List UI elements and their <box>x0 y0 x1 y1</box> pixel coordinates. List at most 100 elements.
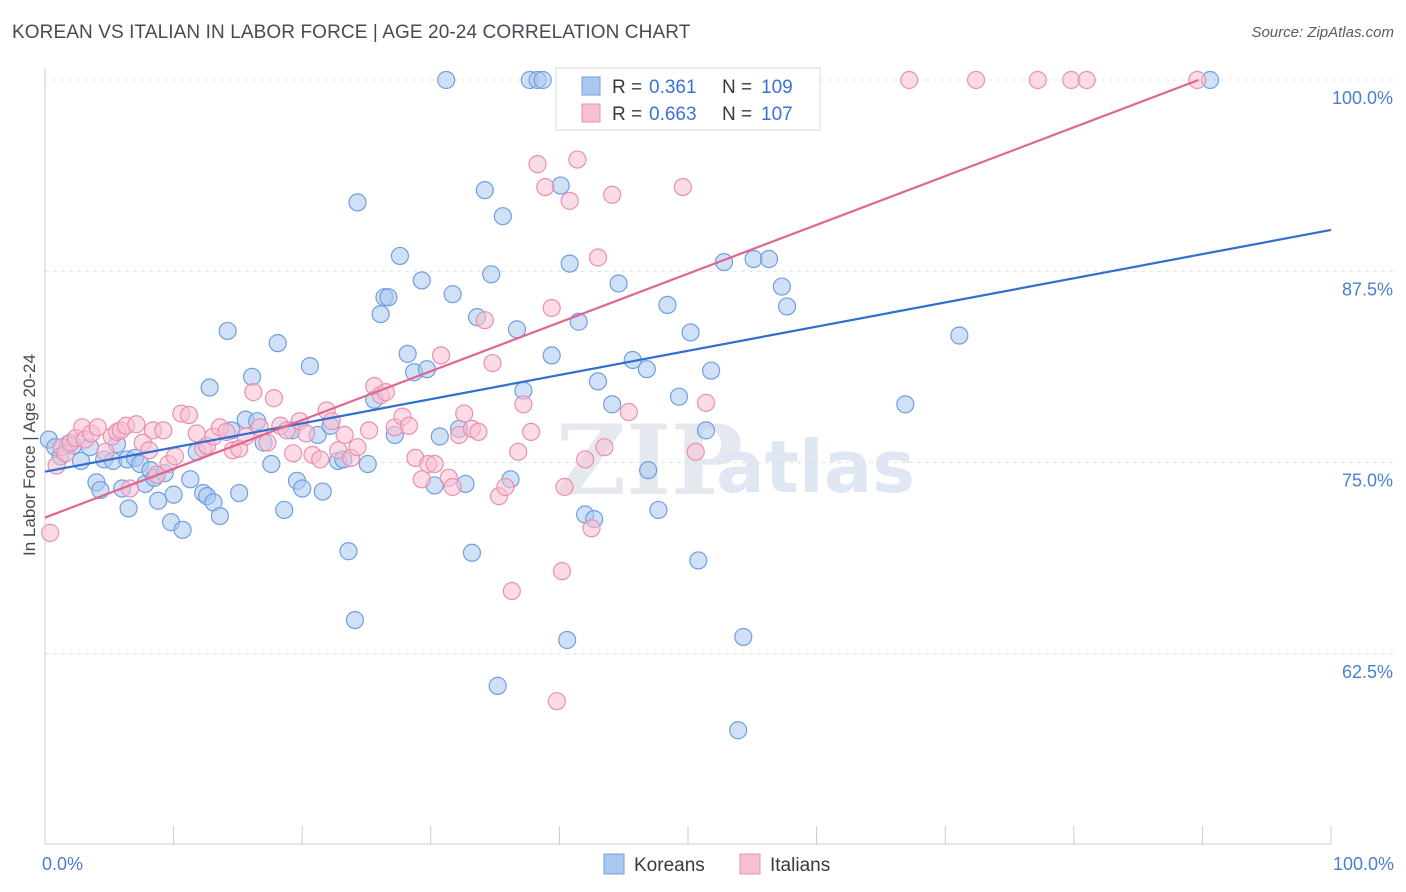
y-tick-label-0: 62.5% <box>1342 662 1393 682</box>
italian-point-51 <box>348 438 367 457</box>
italian-point-69 <box>469 422 488 441</box>
korean-point-51 <box>339 542 358 561</box>
axes <box>44 68 1332 845</box>
korean-point-108 <box>772 277 791 296</box>
italian-point-45 <box>311 450 330 469</box>
x-tick-label-1: 100.0% <box>1333 854 1394 874</box>
korean-point-47 <box>313 482 332 501</box>
italian-point-37 <box>258 433 277 452</box>
legend: Koreans Italians <box>603 853 830 876</box>
korean-point-66 <box>430 427 449 446</box>
chart-title: KOREAN VS ITALIAN IN LABOR FORCE | AGE 2… <box>12 22 691 43</box>
italian-point-104 <box>1062 70 1081 90</box>
stats-box: R = 0.361 N = 109 R = 0.663 N = 107 <box>555 67 821 131</box>
korean-point-63 <box>412 271 431 290</box>
koreans-n-label: N = <box>722 77 752 98</box>
korean-point-74 <box>482 265 501 284</box>
italian-point-43 <box>296 424 316 443</box>
koreans-points <box>39 70 1220 740</box>
trendlines <box>44 78 1332 519</box>
watermark-atlas: atlas <box>716 425 915 509</box>
legend-italians-swatch[interactable] <box>739 853 761 875</box>
korean-point-107 <box>759 249 779 269</box>
italian-point-81 <box>547 692 566 711</box>
italian-point-67 <box>455 404 474 423</box>
korean-point-97 <box>658 295 677 315</box>
korean-point-45 <box>300 357 320 376</box>
korean-point-91 <box>603 395 622 414</box>
y-tick-label-1: 75.0% <box>1342 471 1393 491</box>
korean-point-32 <box>218 321 237 341</box>
italian-point-82 <box>552 562 572 581</box>
korean-point-29 <box>200 378 219 397</box>
italian-point-85 <box>568 150 587 169</box>
italian-point-10 <box>96 442 115 461</box>
korean-point-20 <box>149 491 168 510</box>
italian-point-79 <box>536 178 555 197</box>
x-tick-label-0: 0.0% <box>42 854 83 874</box>
korean-point-40 <box>268 334 287 353</box>
italians-n-value: 107 <box>761 104 793 125</box>
korean-point-100 <box>689 551 708 570</box>
italian-point-65 <box>443 477 462 497</box>
y-axis-label: In Labor Force | Age 20-24 <box>20 354 39 556</box>
legend-koreans-label[interactable]: Koreans <box>634 855 705 876</box>
italian-point-71 <box>483 353 502 373</box>
tick-labels: 62.5% 75.0% 87.5% 100.0% 0.0% 100.0% <box>42 88 1394 874</box>
italian-point-101 <box>900 70 919 90</box>
korean-point-85 <box>558 630 577 650</box>
italian-point-38 <box>264 389 284 408</box>
korean-point-96 <box>649 500 668 520</box>
italian-point-0 <box>41 523 60 542</box>
korean-point-14 <box>119 499 138 518</box>
korean-point-24 <box>173 520 192 539</box>
italian-point-77 <box>522 422 541 441</box>
italian-point-52 <box>359 421 379 440</box>
korean-point-86 <box>560 254 579 273</box>
koreans-trendline <box>44 228 1332 473</box>
italian-point-95 <box>686 442 705 461</box>
legend-italians-label[interactable]: Italians <box>770 855 830 876</box>
korean-point-110 <box>896 395 915 414</box>
italian-point-90 <box>603 185 622 204</box>
korean-point-53 <box>348 193 367 212</box>
korean-point-111 <box>950 326 969 345</box>
korean-point-94 <box>637 360 656 379</box>
italian-point-105 <box>1077 70 1096 90</box>
italian-point-84 <box>560 191 579 210</box>
korean-point-102 <box>702 361 721 380</box>
korean-point-39 <box>262 454 281 474</box>
italian-point-41 <box>284 444 303 463</box>
italian-point-96 <box>696 393 716 412</box>
italians-stat-swatch <box>581 103 601 123</box>
korean-point-104 <box>729 721 748 740</box>
korean-point-60 <box>390 246 410 266</box>
korean-point-109 <box>777 297 797 316</box>
korean-point-71 <box>462 543 482 562</box>
korean-point-34 <box>230 484 249 503</box>
italians-r-value: 0.663 <box>649 104 697 125</box>
koreans-r-label: R = <box>612 77 642 98</box>
y-tick-label-2: 87.5% <box>1342 279 1393 299</box>
italian-point-75 <box>509 442 528 461</box>
italian-point-76 <box>514 395 533 414</box>
korean-point-41 <box>275 500 294 520</box>
korean-point-75 <box>488 676 507 695</box>
legend-koreans-swatch[interactable] <box>603 853 625 875</box>
italian-point-88 <box>588 248 608 267</box>
korean-point-56 <box>371 304 390 324</box>
korean-point-36 <box>242 367 262 386</box>
korean-point-68 <box>443 285 462 304</box>
italian-point-35 <box>244 383 263 402</box>
italian-point-102 <box>966 70 986 90</box>
korean-point-73 <box>475 181 494 200</box>
korean-point-92 <box>609 274 628 293</box>
italian-point-60 <box>412 470 431 489</box>
italian-point-94 <box>673 178 692 197</box>
italian-point-63 <box>431 346 451 365</box>
italians-n-label: N = <box>722 104 752 125</box>
italian-point-49 <box>335 425 354 445</box>
korean-point-83 <box>542 346 561 365</box>
italian-point-73 <box>496 477 515 497</box>
